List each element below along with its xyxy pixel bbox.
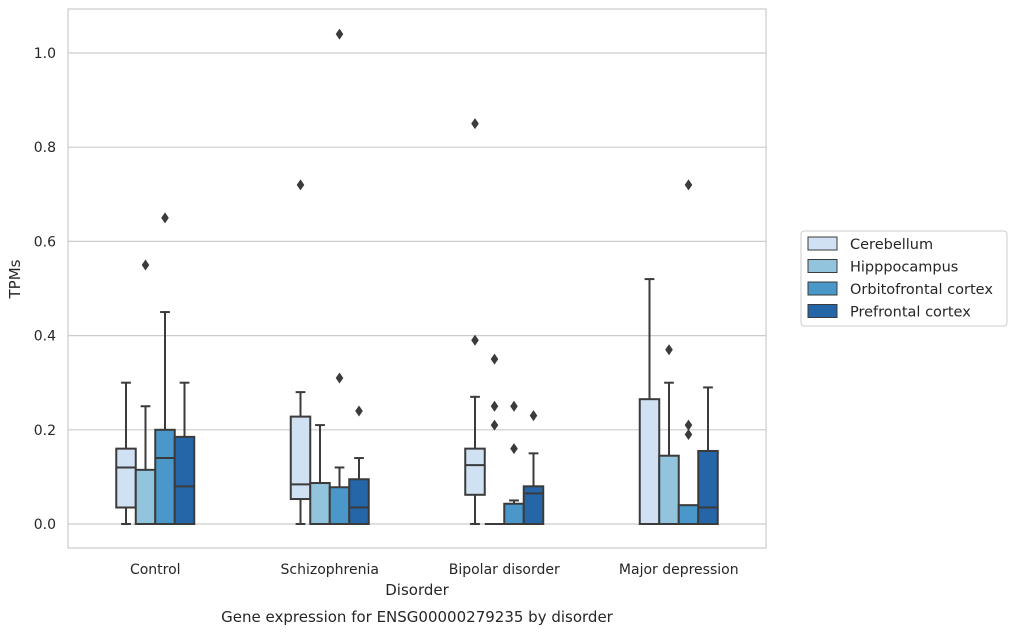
x-tick-label: Bipolar disorder [449, 562, 560, 578]
box-cerebellum [638, 278, 661, 525]
box-prefrontal-cortex [522, 410, 545, 526]
box-body [173, 435, 196, 525]
box-orbitofrontal-cortex [503, 400, 525, 526]
x-tick-labels: Control Schizophrenia Bipolar disorder Majo… [130, 562, 739, 578]
outlier-point [296, 179, 305, 191]
x-tick-label: Control [130, 562, 181, 578]
box-body [289, 415, 312, 501]
box-cerebellum [115, 381, 137, 525]
box-cerebellum [464, 118, 486, 525]
outlier-point [490, 400, 499, 412]
box-prefrontal-cortex [348, 405, 370, 526]
box-body [677, 504, 700, 526]
y-tick-labels: 0.0 0.2 0.4 0.6 0.8 1.0 [34, 46, 56, 533]
box-prefrontal-cortex [697, 386, 719, 525]
chart-title: Gene expression for ENSG00000279235 by d… [221, 608, 614, 626]
legend-swatch [807, 236, 838, 251]
outlier-point [510, 443, 518, 455]
y-axis-label: TPMs [6, 259, 24, 299]
box-hipppocampus [658, 344, 680, 525]
x-tick-label: Major depression [619, 562, 739, 578]
box-body [309, 482, 331, 526]
legend-swatch [807, 281, 838, 296]
y-tick-label: 0.2 [34, 423, 56, 439]
box-body [115, 447, 137, 509]
box-hipppocampus [309, 424, 331, 526]
outlier-point [665, 344, 673, 356]
box-body [154, 428, 176, 525]
outlier-point [490, 353, 499, 365]
outlier-point [335, 372, 344, 384]
box-body [638, 398, 661, 525]
box-orbitofrontal-cortex [328, 28, 351, 525]
box-body [697, 449, 719, 525]
box-body [328, 486, 351, 525]
legend-label: Prefrontal cortex [850, 305, 971, 321]
box-orbitofrontal-cortex [677, 179, 700, 526]
outlier-point [471, 118, 479, 130]
y-tick-label: 0.8 [34, 140, 56, 156]
legend-label: Cerebellum [850, 237, 933, 253]
box-series-layer [115, 28, 719, 526]
box-body [464, 447, 486, 496]
outlier-point [684, 419, 693, 431]
legend-label: Orbitofrontal cortex [850, 282, 993, 298]
box-prefrontal-cortex [173, 381, 196, 525]
box-body [348, 478, 370, 526]
outlier-point [355, 405, 363, 417]
legend: Cerebellum Hipppocampus Orbitofrontal cort… [800, 230, 1008, 327]
box-body [503, 502, 525, 526]
y-tick-label: 0.4 [34, 329, 56, 345]
legend-swatch [807, 259, 838, 273]
plot-area-frame [67, 8, 767, 549]
box-body [134, 468, 157, 525]
box-cerebellum [289, 179, 312, 525]
box-body [658, 454, 680, 525]
outlier-point [510, 400, 518, 412]
outlier-point [161, 212, 169, 224]
outlier-point [684, 429, 693, 441]
x-tick-label: Schizophrenia [281, 562, 379, 578]
box-hipppocampus [134, 259, 157, 525]
legend-swatch [807, 304, 838, 318]
outlier-point [684, 179, 693, 191]
y-tick-label: 1.0 [34, 46, 56, 62]
y-tick-label: 0.0 [34, 517, 56, 533]
box-body [522, 485, 545, 526]
x-axis-label: Disorder [385, 581, 449, 599]
outlier-point [471, 334, 479, 346]
box-orbitofrontal-cortex [154, 212, 176, 525]
legend-label: Hipppocampus [850, 260, 958, 276]
outlier-point [529, 410, 538, 422]
y-tick-label: 0.6 [34, 234, 56, 250]
outlier-point [335, 28, 344, 40]
outlier-point [141, 259, 150, 271]
outlier-point [490, 419, 499, 431]
box-hipppocampus [484, 353, 505, 525]
legend-frame [800, 230, 1008, 327]
